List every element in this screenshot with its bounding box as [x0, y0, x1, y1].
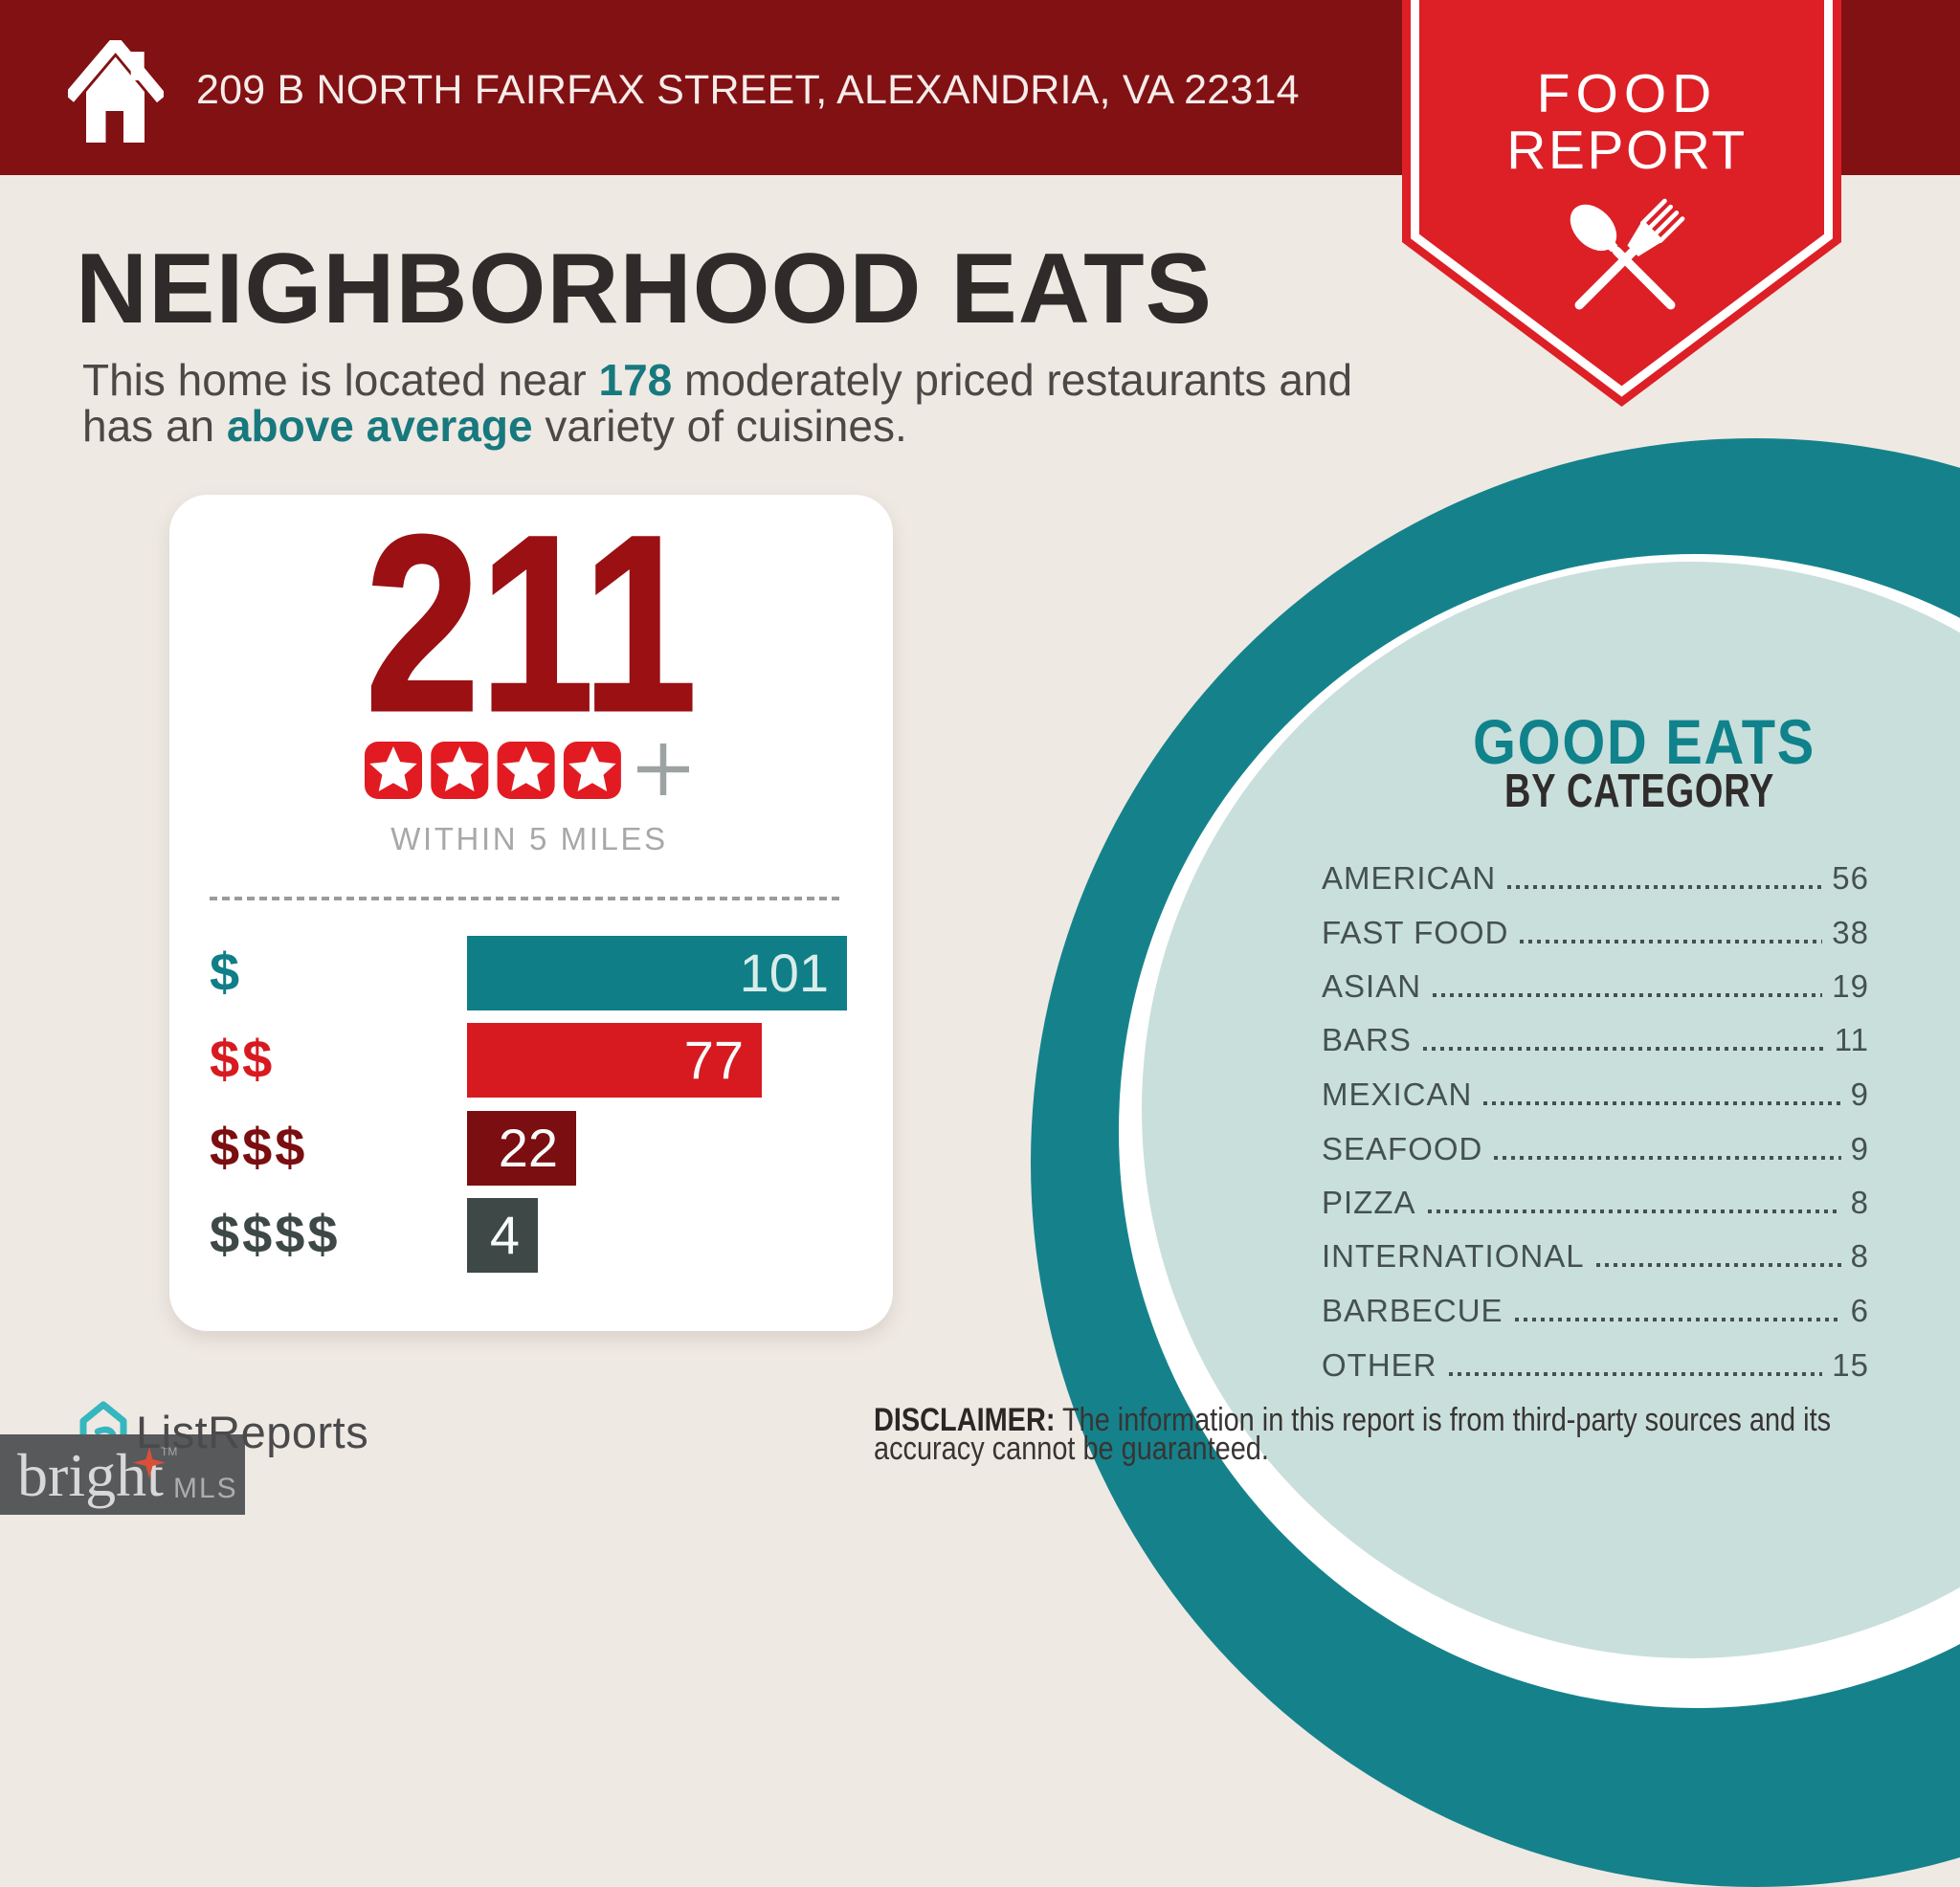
svg-text:FOOD: FOOD: [1537, 63, 1718, 124]
svg-text:REPORT: REPORT: [1506, 120, 1748, 181]
